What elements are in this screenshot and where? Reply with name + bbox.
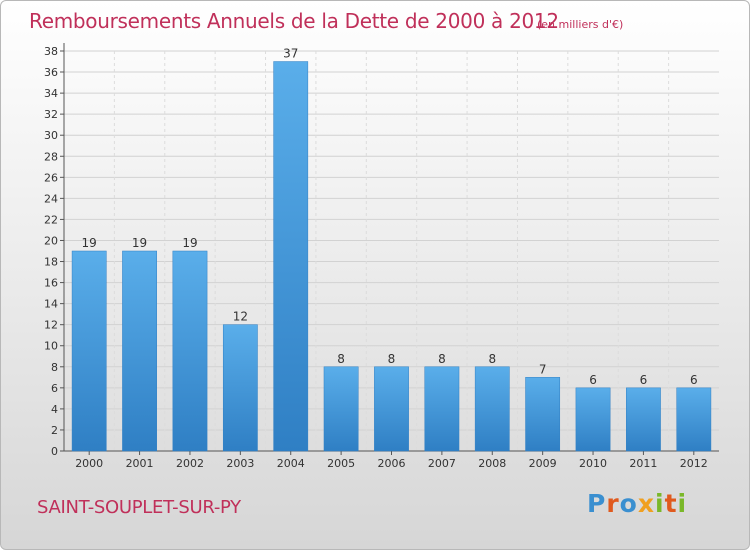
value-label-2006: 8 (388, 352, 396, 366)
x-tick-label-2010: 2010 (579, 457, 607, 470)
value-label-2001: 19 (132, 236, 147, 250)
value-label-2009: 7 (539, 362, 547, 376)
y-tick-label: 16 (44, 277, 58, 290)
x-tick-label-2006: 2006 (378, 457, 406, 470)
y-tick-label: 0 (51, 445, 58, 458)
chart-title: Remboursements Annuels de la Dette de 20… (29, 9, 559, 33)
bar-2000 (71, 250, 107, 452)
x-tick-label-2001: 2001 (126, 457, 154, 470)
y-tick-label: 36 (44, 66, 58, 79)
y-tick-label: 28 (44, 150, 58, 163)
y-tick-label: 18 (44, 256, 58, 269)
chart-subtitle: (en milliers d'€) (537, 18, 624, 31)
x-tick-label-2012: 2012 (680, 457, 708, 470)
y-tick-label: 8 (51, 361, 58, 374)
x-tick-label-2003: 2003 (226, 457, 254, 470)
value-label-2000: 19 (82, 236, 97, 250)
y-tick-label: 6 (51, 382, 58, 395)
bar-2011 (626, 387, 661, 452)
y-tick-label: 34 (44, 87, 58, 100)
bar-2002 (172, 250, 208, 452)
y-tick-label: 30 (44, 129, 58, 142)
y-tick-label: 14 (44, 298, 58, 311)
value-label-2008: 8 (488, 352, 496, 366)
y-tick-label: 12 (44, 319, 58, 332)
bar-2010 (575, 387, 611, 452)
town-name: SAINT-SOUPLET-SUR-PY (37, 497, 241, 518)
x-tick-label-2008: 2008 (478, 457, 506, 470)
y-tick-label: 20 (44, 234, 58, 247)
bar-2003 (222, 324, 258, 452)
x-tick-label-2007: 2007 (428, 457, 456, 470)
bar-2007 (424, 366, 460, 452)
y-tick-label: 10 (44, 340, 58, 353)
y-tick-label: 38 (44, 45, 58, 58)
x-tick-label-2009: 2009 (529, 457, 557, 470)
x-tick-label-2002: 2002 (176, 457, 204, 470)
value-labels: 19 19 19 12 37 8 8 8 8 7 6 6 6 (82, 47, 698, 387)
bar-2008 (474, 366, 510, 452)
bar-2005 (323, 366, 359, 452)
bar-2012 (676, 387, 712, 452)
value-label-2012: 6 (690, 373, 698, 387)
bars (71, 61, 712, 452)
value-label-2004: 37 (283, 47, 298, 61)
value-label-2007: 8 (438, 352, 446, 366)
bar-2004 (273, 61, 309, 452)
x-tick-label-2005: 2005 (327, 457, 355, 470)
value-label-2002: 19 (182, 236, 197, 250)
y-tick-label: 2 (51, 424, 58, 437)
bar-2001 (122, 250, 157, 452)
value-label-2011: 6 (640, 373, 648, 387)
x-tick-label-2000: 2000 (75, 457, 103, 470)
y-tick-label: 24 (44, 192, 58, 205)
x-tick-label-2004: 2004 (277, 457, 305, 470)
bar-2009 (525, 377, 561, 452)
y-tick-label: 4 (51, 403, 58, 416)
value-label-2010: 6 (589, 373, 597, 387)
y-tick-label: 32 (44, 108, 58, 121)
proxiti-logo[interactable]: Proxiti (587, 489, 688, 518)
y-tick-label: 26 (44, 171, 58, 184)
bar-2006 (374, 366, 409, 452)
value-label-2005: 8 (337, 352, 345, 366)
y-tick-label: 22 (44, 213, 58, 226)
value-label-2003: 12 (233, 310, 248, 324)
x-tick-label-2011: 2011 (629, 457, 657, 470)
